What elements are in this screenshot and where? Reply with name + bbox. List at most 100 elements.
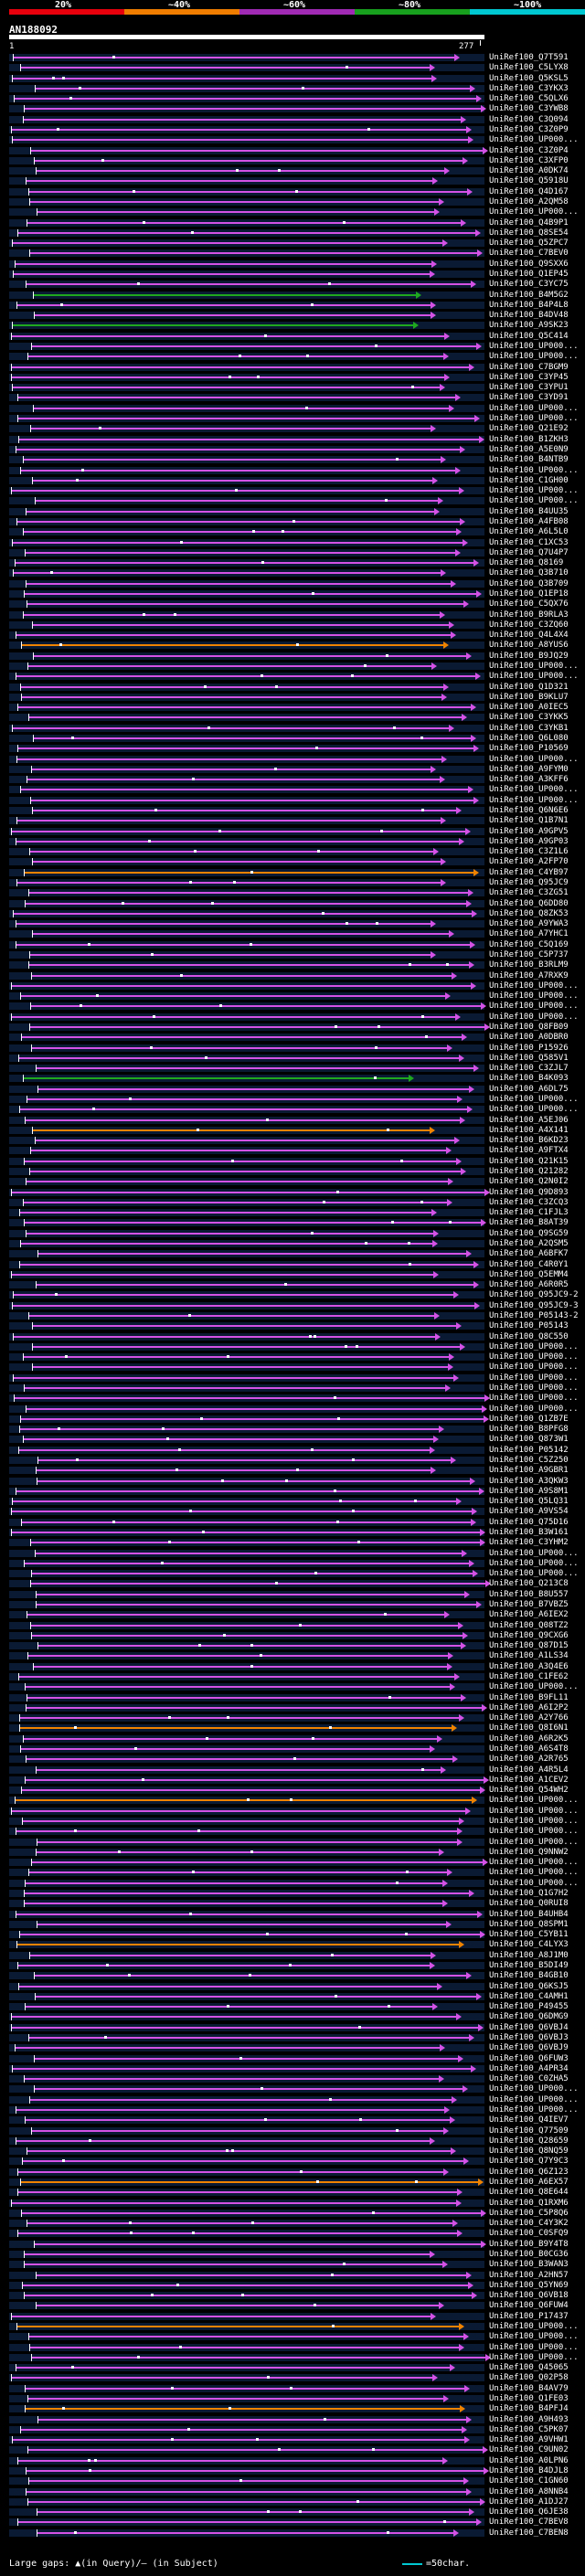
hit-label[interactable]: UniRef100_A8NNB4: [489, 2486, 569, 2496]
hit-label[interactable]: UniRef100_Q6Z123: [489, 2167, 569, 2177]
hit-row[interactable]: UniRef100_A2FP70: [0, 857, 585, 866]
hit-label[interactable]: UniRef100_B4AV79: [489, 2383, 569, 2393]
hit-label[interactable]: UniRef100_UP000...: [489, 352, 579, 362]
hit-label[interactable]: UniRef100_UP000...: [489, 661, 579, 671]
hit-label[interactable]: UniRef100_B9FL11: [489, 1692, 569, 1702]
hit-label[interactable]: UniRef100_C0ZHA5: [489, 2074, 569, 2084]
hit-label[interactable]: UniRef100_Q87D15: [489, 1641, 569, 1651]
hit-row[interactable]: UniRef100_UP000...: [0, 991, 585, 1001]
hit-row[interactable]: UniRef100_UP000...: [0, 1383, 585, 1393]
hit-row[interactable]: UniRef100_C0SFQ9: [0, 2229, 585, 2238]
hit-label[interactable]: UniRef100_UP000...: [489, 2105, 579, 2115]
hit-row[interactable]: UniRef100_C5PK07: [0, 2425, 585, 2434]
hit-row[interactable]: UniRef100_Q6KSJ5: [0, 1982, 585, 1991]
hit-row[interactable]: UniRef100_B8PFG8: [0, 1425, 585, 1434]
hit-label[interactable]: UniRef100_C4R0Y1: [489, 1259, 569, 1269]
hit-row[interactable]: UniRef100_Q7U4P7: [0, 548, 585, 557]
hit-row[interactable]: UniRef100_P49455: [0, 2002, 585, 2011]
hit-row[interactable]: UniRef100_UP000...: [0, 1858, 585, 1867]
hit-row[interactable]: UniRef100_A3KFF6: [0, 775, 585, 784]
hit-row[interactable]: UniRef100_UP000...: [0, 404, 585, 413]
hit-row[interactable]: UniRef100_UP000...: [0, 1105, 585, 1114]
hit-label[interactable]: UniRef100_UP000...: [489, 2342, 579, 2352]
hit-row[interactable]: UniRef100_P10569: [0, 744, 585, 753]
hit-label[interactable]: UniRef100_C3ZQ60: [489, 620, 569, 630]
hit-row[interactable]: UniRef100_C7BEV8: [0, 2518, 585, 2527]
hit-row[interactable]: UniRef100_A5EJ06: [0, 1116, 585, 1125]
hit-label[interactable]: UniRef100_Q6DD80: [489, 898, 569, 908]
hit-label[interactable]: UniRef100_Q8I6N1: [489, 1723, 569, 1733]
hit-label[interactable]: UniRef100_Q7T591: [489, 53, 569, 62]
hit-label[interactable]: UniRef100_B8PFG8: [489, 1425, 569, 1435]
hit-label[interactable]: UniRef100_C3YKK5: [489, 713, 569, 723]
hit-row[interactable]: UniRef100_UP000...: [0, 1838, 585, 1847]
hit-label[interactable]: UniRef100_UP000...: [489, 1352, 579, 1362]
hit-row[interactable]: UniRef100_A2R765: [0, 1754, 585, 1764]
hit-row[interactable]: UniRef100_A1DJ27: [0, 2497, 585, 2507]
hit-row[interactable]: UniRef100_Q6L080: [0, 734, 585, 743]
hit-row[interactable]: UniRef100_B4AV79: [0, 2384, 585, 2393]
hit-row[interactable]: UniRef100_UP000...: [0, 1095, 585, 1104]
hit-label[interactable]: UniRef100_Q3B709: [489, 578, 569, 588]
hit-row[interactable]: UniRef100_C7BEN8: [0, 2528, 585, 2538]
hit-row[interactable]: UniRef100_Q1ZB7E: [0, 1415, 585, 1424]
hit-label[interactable]: UniRef100_UP000...: [489, 1548, 579, 1558]
hit-label[interactable]: UniRef100_C5QLX6: [489, 94, 569, 104]
hit-label[interactable]: UniRef100_A9S8M1: [489, 1486, 569, 1496]
hit-row[interactable]: UniRef100_Q3B710: [0, 568, 585, 578]
hit-label[interactable]: UniRef100_A6L5L0: [489, 527, 569, 537]
hit-label[interactable]: UniRef100_Q8ZK53: [489, 908, 569, 918]
hit-row[interactable]: UniRef100_B4NTB9: [0, 455, 585, 464]
hit-row[interactable]: UniRef100_B3RLM9: [0, 960, 585, 970]
hit-label[interactable]: UniRef100_Q6KSJ5: [489, 1981, 569, 1991]
hit-label[interactable]: UniRef100_UP000...: [489, 2332, 579, 2342]
hit-label[interactable]: UniRef100_P10569: [489, 744, 569, 754]
hit-label[interactable]: UniRef100_C7BGM9: [489, 362, 569, 372]
hit-label[interactable]: UniRef100_C3YKX3: [489, 83, 569, 93]
hit-row[interactable]: UniRef100_A0IEC5: [0, 703, 585, 712]
hit-row[interactable]: UniRef100_Q0RUI8: [0, 1899, 585, 1908]
hit-row[interactable]: UniRef100_UP000...: [0, 1405, 585, 1414]
hit-row[interactable]: UniRef100_Q8SE54: [0, 228, 585, 238]
hit-row[interactable]: UniRef100_C3YWB8: [0, 104, 585, 113]
hit-row[interactable]: UniRef100_A6R2K5: [0, 1734, 585, 1744]
hit-label[interactable]: UniRef100_B6KD23: [489, 1136, 569, 1146]
hit-row[interactable]: UniRef100_A1CEV2: [0, 1776, 585, 1785]
hit-row[interactable]: UniRef100_A9VHW1: [0, 2435, 585, 2444]
hit-label[interactable]: UniRef100_C3Z0P9: [489, 125, 569, 134]
hit-row[interactable]: UniRef100_C5YB11: [0, 1930, 585, 1939]
hit-label[interactable]: UniRef100_Q6VBJ9: [489, 2043, 569, 2053]
hit-row[interactable]: UniRef100_A0DBR0: [0, 1033, 585, 1042]
hit-label[interactable]: UniRef100_A2Y766: [489, 1713, 569, 1723]
hit-row[interactable]: UniRef100_A9GP03: [0, 837, 585, 846]
hit-label[interactable]: UniRef100_UP000...: [489, 1858, 579, 1868]
hit-label[interactable]: UniRef100_UP000...: [489, 1404, 579, 1414]
hit-row[interactable]: UniRef100_A9FYM0: [0, 765, 585, 774]
hit-row[interactable]: UniRef100_A4X141: [0, 1126, 585, 1135]
hit-label[interactable]: UniRef100_A6S4T8: [489, 1744, 569, 1754]
hit-row[interactable]: UniRef100_C3Z0P4: [0, 146, 585, 155]
hit-row[interactable]: UniRef100_C5P8Q6: [0, 2209, 585, 2218]
hit-label[interactable]: UniRef100_UP000...: [489, 1394, 579, 1404]
hit-label[interactable]: UniRef100_Q3B710: [489, 568, 569, 578]
hit-label[interactable]: UniRef100_C3ZG51: [489, 888, 569, 898]
hit-row[interactable]: UniRef100_B3W161: [0, 1528, 585, 1537]
hit-row[interactable]: UniRef100_B1ZKH3: [0, 435, 585, 444]
hit-row[interactable]: UniRef100_A6IEX2: [0, 1610, 585, 1619]
hit-label[interactable]: UniRef100_UP000...: [489, 672, 579, 682]
hit-row[interactable]: UniRef100_A0LPN6: [0, 2456, 585, 2465]
hit-row[interactable]: UniRef100_B9FL11: [0, 1693, 585, 1702]
hit-row[interactable]: UniRef100_C5QX76: [0, 599, 585, 609]
hit-row[interactable]: UniRef100_A2HN57: [0, 2271, 585, 2280]
hit-row[interactable]: UniRef100_A0DK74: [0, 166, 585, 175]
hit-row[interactable]: UniRef100_UP000...: [0, 2084, 585, 2094]
hit-row[interactable]: UniRef100_B4PFJ4: [0, 2404, 585, 2413]
hit-label[interactable]: UniRef100_Q5ZPC7: [489, 239, 569, 249]
hit-row[interactable]: UniRef100_A8NNB4: [0, 2487, 585, 2496]
hit-row[interactable]: UniRef100_C4R0Y1: [0, 1260, 585, 1269]
hit-row[interactable]: UniRef100_B4UHB4: [0, 1910, 585, 1919]
hit-label[interactable]: UniRef100_Q4IEV7: [489, 2115, 569, 2125]
hit-row[interactable]: UniRef100_Q5EMM4: [0, 1270, 585, 1279]
hit-label[interactable]: UniRef100_Q1RXM6: [489, 2198, 569, 2208]
hit-row[interactable]: UniRef100_UP000...: [0, 2353, 585, 2362]
